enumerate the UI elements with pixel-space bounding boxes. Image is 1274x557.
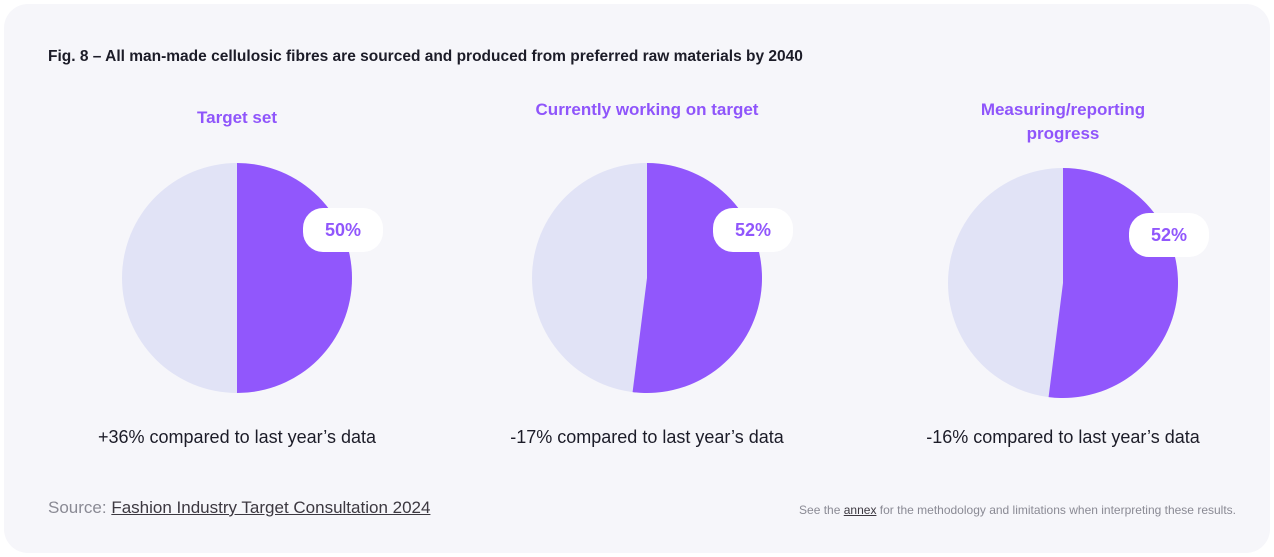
comparison-note: +36% compared to last year’s data bbox=[98, 427, 376, 447]
figure-title: Fig. 8 – All man-made cellulosic fibres … bbox=[48, 48, 803, 65]
pie-slice bbox=[1048, 168, 1179, 398]
label-bubble bbox=[303, 208, 383, 252]
pie-title: Currently working on target bbox=[535, 100, 759, 119]
source: Source: Fashion Industry Target Consulta… bbox=[48, 498, 430, 518]
comparison-note: -17% compared to last year’s data bbox=[510, 427, 784, 447]
card: Fig. 8 – All man-made cellulosic fibres … bbox=[4, 4, 1270, 553]
value-label: 52% bbox=[735, 220, 771, 240]
value-label: 52% bbox=[1151, 225, 1187, 245]
label-bubble bbox=[713, 208, 793, 252]
source-label: Source: bbox=[48, 498, 107, 517]
annex-link[interactable]: annex bbox=[843, 503, 877, 517]
pie-title: Measuring/reporting progress bbox=[980, 100, 1146, 143]
pie-chart: 52% bbox=[948, 168, 1209, 398]
note-text: for the methodology and limitations when… bbox=[879, 503, 1236, 517]
pie-slice bbox=[632, 163, 763, 393]
label-bubble bbox=[1129, 213, 1209, 257]
pie-chart: 52% bbox=[532, 163, 793, 393]
source-link[interactable]: Fashion Industry Target Consultation 202… bbox=[111, 498, 431, 517]
value-label: 50% bbox=[325, 220, 361, 240]
note: See the annex for the methodology and li… bbox=[799, 503, 1236, 517]
pie-slice bbox=[237, 163, 352, 393]
comparison-note: -16% compared to last year’s data bbox=[926, 427, 1200, 447]
pie-chart: 50% bbox=[122, 163, 383, 393]
pie-title: Target set bbox=[197, 108, 277, 127]
note-text: See the bbox=[799, 503, 841, 517]
